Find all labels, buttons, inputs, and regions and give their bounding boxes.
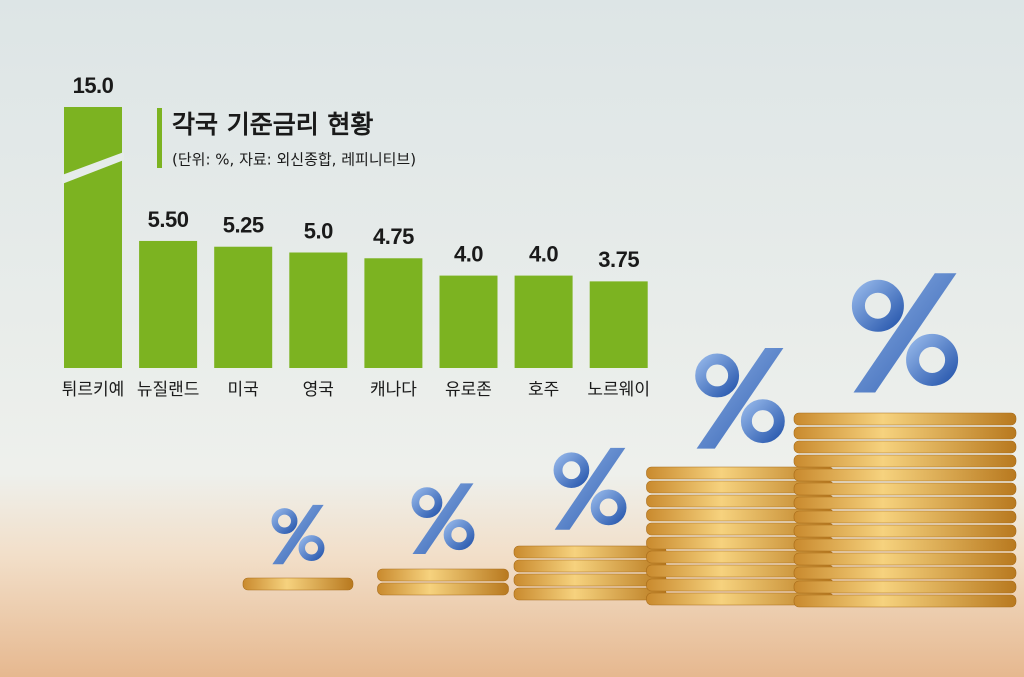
coin: [242, 577, 354, 591]
x-tick-label: 노르웨이: [587, 380, 650, 400]
bar: [139, 240, 198, 368]
percent-dot: [298, 535, 325, 562]
percent-slash: [272, 504, 324, 565]
value-label: 5.0: [304, 218, 333, 243]
coin: [377, 582, 509, 596]
coin: [793, 412, 1017, 426]
coin: [793, 524, 1017, 538]
percent-dot: [553, 452, 590, 489]
coin-illustration: [242, 273, 1017, 608]
bar: [364, 258, 423, 368]
coin: [793, 594, 1017, 608]
percent-dot: [695, 353, 740, 398]
percent-dot: [590, 489, 627, 526]
percent-slash: [412, 483, 474, 554]
percent-slash: [554, 447, 626, 530]
x-tick-label: 영국: [303, 380, 334, 400]
bar: [289, 252, 348, 368]
percent-slash: [853, 273, 957, 393]
coin: [513, 559, 667, 573]
coin: [793, 538, 1017, 552]
percent-dot: [906, 333, 959, 386]
coin: [793, 580, 1017, 594]
value-label: 3.75: [598, 247, 639, 272]
value-label: 5.50: [148, 207, 189, 232]
x-tick-label: 호주: [528, 380, 559, 400]
x-tick-label: 유로존: [445, 380, 492, 400]
coin: [793, 440, 1017, 454]
coin: [377, 568, 509, 582]
percent-icon: [271, 504, 325, 565]
bar: [214, 246, 273, 368]
x-tick-label: 캐나다: [370, 380, 417, 400]
percent-dot: [443, 519, 475, 551]
x-tick-label: 튀르키예: [62, 380, 125, 400]
chart-subtitle: (단위: %, 자료: 외신종합, 레피니티브): [172, 151, 416, 169]
percent-dot: [411, 487, 443, 519]
bar: [439, 275, 498, 368]
coin: [793, 552, 1017, 566]
value-label: 5.25: [223, 213, 264, 238]
coin: [793, 496, 1017, 510]
x-tick-label: 미국: [228, 380, 259, 400]
percent-dot: [271, 508, 298, 535]
percent-icon: [695, 348, 785, 449]
coin: [793, 426, 1017, 440]
coin: [793, 566, 1017, 580]
coin: [793, 510, 1017, 524]
axis-break: [62, 152, 124, 184]
value-label: 15.0: [73, 73, 114, 98]
percent-dot: [740, 399, 785, 444]
title-accent: [157, 108, 162, 168]
x-tick-label: 뉴질랜드: [137, 380, 200, 400]
bar: [589, 281, 648, 368]
coin: [513, 587, 667, 601]
value-label: 4.75: [373, 224, 414, 249]
percent-dot: [851, 279, 904, 332]
percent-icon: [411, 483, 475, 554]
percent-icon: [553, 447, 627, 530]
coin: [793, 468, 1017, 482]
coin: [513, 545, 667, 559]
value-label: 4.0: [454, 241, 483, 266]
percent-slash: [696, 348, 784, 449]
bar: [64, 107, 122, 368]
chart-title: 각국 기준금리 현황: [172, 110, 373, 139]
coin: [793, 482, 1017, 496]
coin: [513, 573, 667, 587]
value-label: 4.0: [529, 241, 558, 266]
bar: [514, 275, 573, 368]
coin: [793, 454, 1017, 468]
percent-icon: [851, 273, 959, 393]
